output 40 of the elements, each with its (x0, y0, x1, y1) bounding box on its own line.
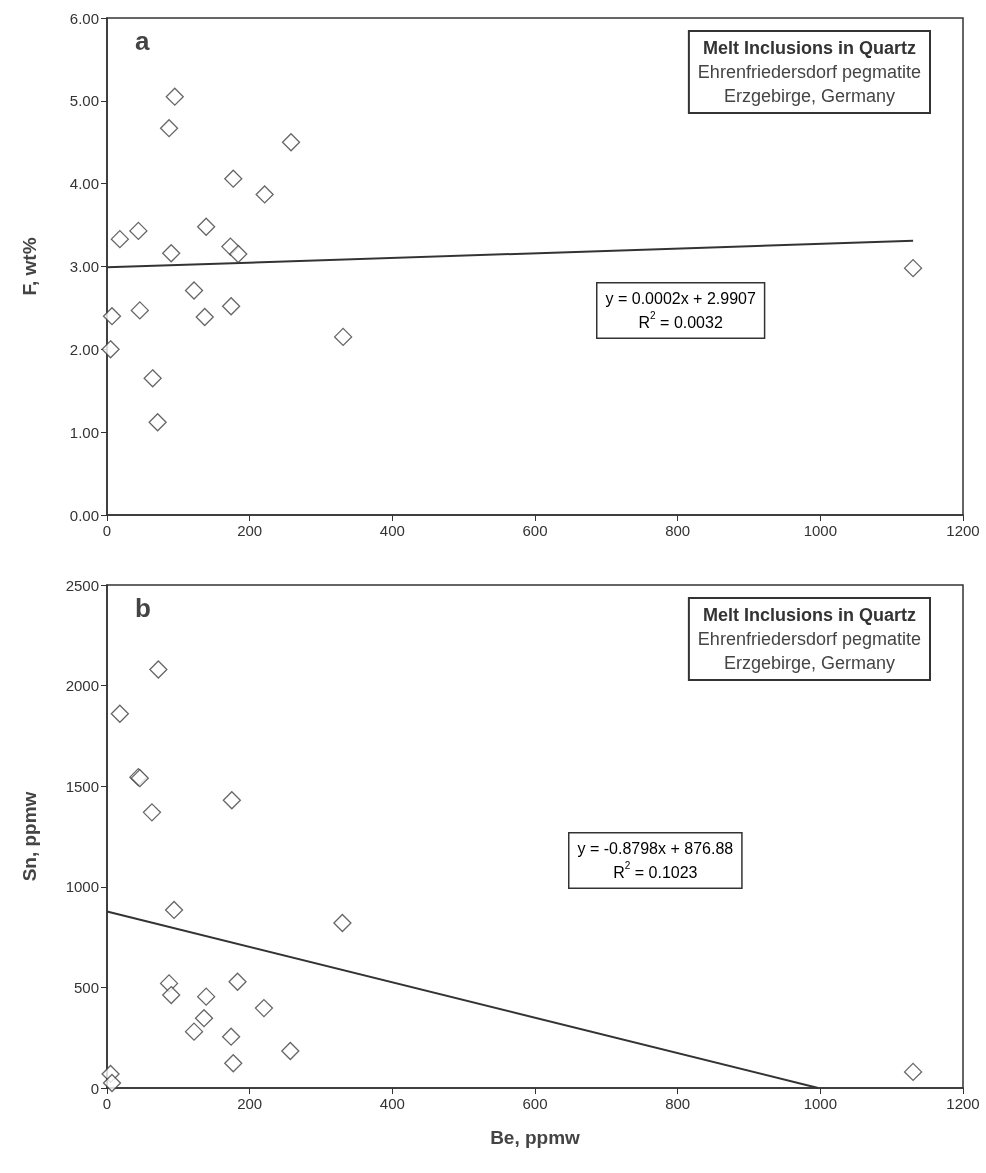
x-axis-title: Be, ppmw (490, 1127, 581, 1148)
x-tick-label: 1200 (946, 522, 980, 539)
y-tick-label: 2500 (65, 576, 99, 594)
annotation: a (135, 26, 150, 56)
annotation: y = -0.8798x + 876.88 (577, 840, 734, 857)
annotation: Ehrenfriedersdorf pegmatite (697, 62, 921, 82)
x-tick-label: 0 (102, 1095, 112, 1112)
annotation: b (135, 593, 151, 623)
y-tick-label: 6.00 (69, 9, 99, 27)
y-tick-label: 1500 (65, 777, 99, 795)
x-tick-label: 800 (665, 1095, 691, 1112)
annotation: y = 0.0002x + 2.9907 (605, 290, 756, 307)
x-tick-label: 200 (237, 1095, 263, 1112)
x-tick-label: 600 (522, 522, 548, 539)
annotation: Erzgebirge, Germany (723, 653, 895, 673)
x-tick-label: 1000 (803, 1095, 838, 1112)
annotation: Melt Inclusions in Quartz (702, 38, 916, 58)
y-tick-label: 3.00 (69, 258, 99, 275)
y-axis-title: F, wt% (19, 237, 40, 296)
y-tick-label: 2000 (65, 677, 99, 695)
annotation: Erzgebirge, Germany (723, 86, 895, 106)
x-tick-label: 1000 (803, 522, 838, 539)
y-tick-label: 0 (90, 1079, 99, 1097)
x-tick-label: 1200 (946, 1095, 980, 1112)
y-tick-label: 2.00 (69, 340, 99, 358)
x-tick-label: 400 (379, 1095, 405, 1112)
y-axis-title: Sn, ppmw (19, 791, 40, 882)
x-tick-label: 800 (665, 522, 691, 539)
y-tick-label: 1000 (65, 878, 99, 896)
y-tick-label: 4.00 (69, 175, 99, 193)
x-tick-label: 600 (522, 1095, 548, 1112)
annotation: Melt Inclusions in Quartz (702, 605, 916, 625)
y-tick-label: 5.00 (69, 92, 99, 110)
annotation: Ehrenfriedersdorf pegmatite (697, 629, 921, 649)
y-tick-label: 0.00 (69, 506, 99, 524)
x-tick-label: 200 (237, 522, 263, 539)
y-tick-label: 1.00 (69, 423, 99, 441)
x-tick-label: 0 (102, 522, 112, 539)
y-tick-label: 500 (73, 978, 99, 996)
x-tick-label: 400 (379, 522, 405, 539)
